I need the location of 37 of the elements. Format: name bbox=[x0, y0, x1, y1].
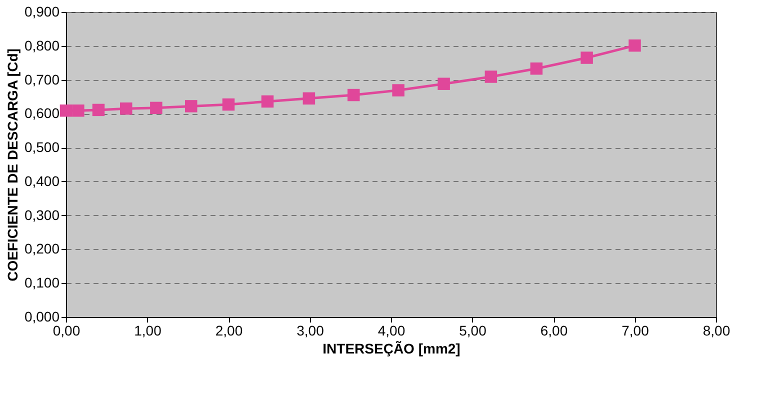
point bbox=[628, 39, 641, 52]
point bbox=[302, 92, 316, 105]
point bbox=[185, 100, 198, 112]
point bbox=[580, 52, 593, 64]
point bbox=[530, 62, 543, 75]
y-tick-label: 0,000 bbox=[24, 308, 60, 324]
x-tick-label: 8,00 bbox=[702, 322, 730, 338]
point bbox=[120, 102, 132, 115]
x-tick-label: 1,00 bbox=[134, 322, 162, 338]
y-tick-label: 0,800 bbox=[24, 37, 60, 54]
y-tick-label: 0,500 bbox=[24, 139, 60, 156]
x-tick-label: 7,00 bbox=[622, 322, 650, 338]
y-axis-title: COEFICIENTE DE DESCARGA [Cd] bbox=[4, 48, 20, 282]
point bbox=[92, 104, 105, 116]
y-tick-label: 0,400 bbox=[24, 172, 60, 189]
y-tick-label: 0,300 bbox=[24, 206, 60, 223]
point bbox=[484, 70, 498, 83]
x-tick-label: 5,00 bbox=[459, 322, 487, 338]
y-tick-label: 0,100 bbox=[24, 274, 60, 291]
x-tick-label: 2,00 bbox=[215, 322, 243, 338]
y-tick-label: 0,600 bbox=[24, 105, 60, 122]
point bbox=[261, 95, 274, 108]
x-axis-title: INTERSEÇÃO [mm2] bbox=[322, 340, 460, 356]
x-tick-label: 3,00 bbox=[296, 322, 324, 338]
point bbox=[72, 104, 84, 117]
point bbox=[348, 88, 360, 102]
y-tick-label: 0,700 bbox=[24, 71, 60, 88]
point bbox=[150, 102, 162, 114]
y-tick-label: 0,200 bbox=[24, 240, 60, 257]
x-tick-label: 4,00 bbox=[378, 322, 406, 338]
point bbox=[60, 104, 72, 117]
point bbox=[392, 84, 404, 96]
point bbox=[222, 98, 235, 111]
x-tick-label: 6,00 bbox=[540, 322, 568, 338]
x-tick-label: 0,00 bbox=[52, 322, 80, 338]
y-tick-label: 0,900 bbox=[24, 4, 60, 20]
point bbox=[438, 78, 450, 90]
